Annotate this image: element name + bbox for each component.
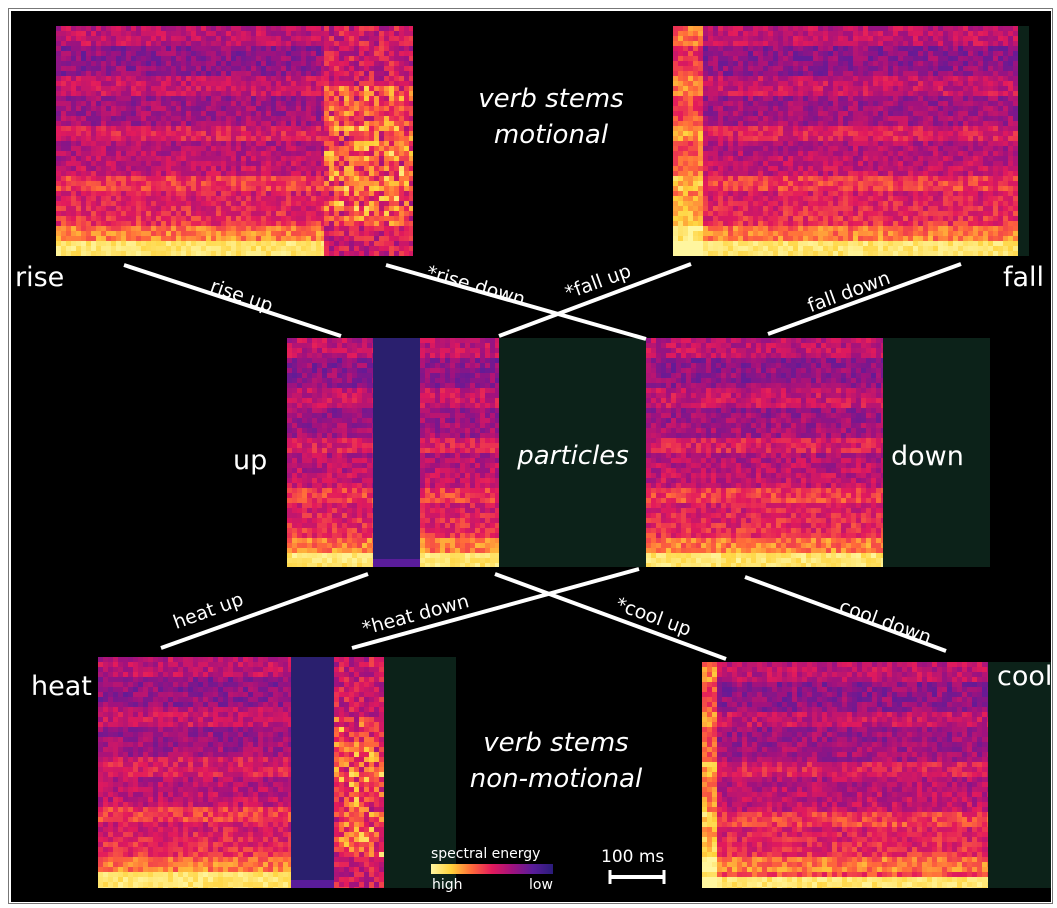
- line-rise-down: [385, 263, 647, 341]
- word-rise: rise: [15, 262, 65, 293]
- line-cool-up: [494, 572, 727, 661]
- legend-title: spectral energy: [431, 846, 541, 862]
- spectral-energy-legend: spectral energy high low: [429, 847, 559, 895]
- word-down: down: [891, 441, 964, 472]
- word-fall: fall: [1003, 262, 1045, 293]
- caption-motional-line-1: verb stems: [478, 84, 624, 114]
- caption-non-motional-line-2: non-motional: [469, 764, 643, 794]
- word-heat: heat: [31, 671, 92, 702]
- spectrogram-down: [646, 338, 990, 567]
- line-fall-up: [498, 262, 692, 338]
- spectrogram-up: [287, 338, 646, 567]
- line-heat-up: [160, 572, 369, 650]
- line-cool-down: [744, 575, 947, 653]
- scale-bar-label: 100 ms: [601, 847, 665, 867]
- legend-high: high: [432, 877, 463, 893]
- word-cool: cool: [997, 661, 1051, 692]
- caption-non-motional-line-1: verb stems: [483, 728, 629, 758]
- legend-low: low: [529, 877, 553, 893]
- spectrogram-cool: [702, 662, 1051, 888]
- line-heat-down: [351, 567, 640, 650]
- line-fall-down: [767, 262, 962, 336]
- caption-particles: particles: [517, 441, 629, 471]
- figure-stage: rise up *rise down *fall up fall down he…: [11, 11, 1051, 902]
- spectrogram-fall: [673, 26, 1029, 256]
- spectrogram-rise: [56, 26, 413, 256]
- word-up: up: [233, 445, 268, 476]
- caption-verb-stems-non-motional: verb stems non-motional: [431, 725, 681, 797]
- line-rise-up: [123, 263, 342, 338]
- connector-lines: [123, 262, 962, 661]
- scale-bar: [608, 870, 666, 884]
- legend-gradient-bar: [431, 864, 553, 874]
- caption-verb-stems-motional: verb stems motional: [431, 81, 671, 153]
- spectrogram-heat: [98, 657, 456, 888]
- caption-motional-line-2: motional: [493, 120, 609, 150]
